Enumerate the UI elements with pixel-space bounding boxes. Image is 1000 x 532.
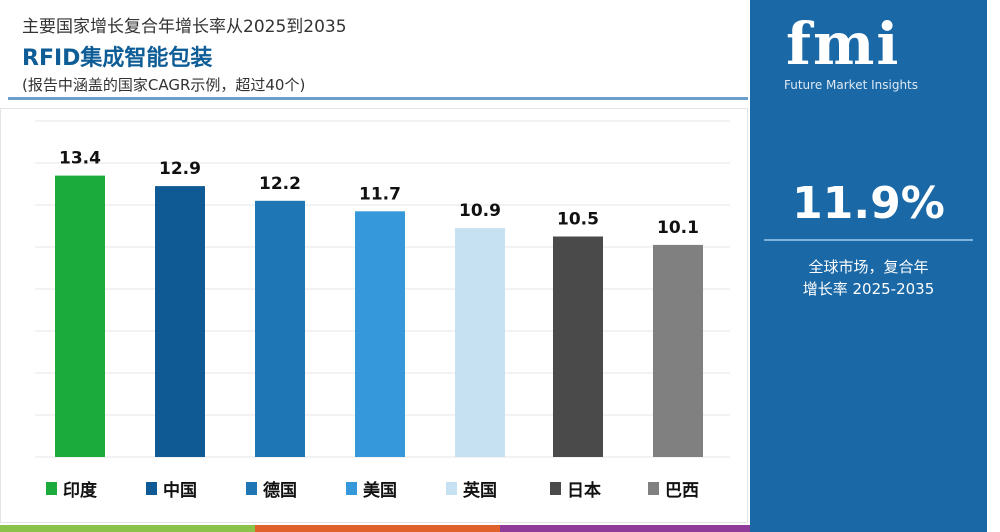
- data-label: 11.7: [359, 184, 401, 204]
- stripe-orange: [255, 525, 500, 532]
- legend-swatch: [550, 482, 561, 495]
- label-line-1: 全球市场，复合年: [808, 258, 929, 276]
- legend-item: 印度: [46, 476, 97, 501]
- data-label: 13.4: [59, 149, 101, 169]
- legend: 印度 中国 德国 美国 英国 日本 巴西: [0, 476, 750, 504]
- data-label: 10.1: [657, 218, 699, 238]
- bar-chart: 13.4 12.9 12.2 11.7 10.9 10.5 10.1: [35, 120, 730, 458]
- legend-swatch: [648, 482, 659, 495]
- legend-item: 德国: [246, 476, 297, 501]
- legend-item: 日本: [550, 476, 601, 501]
- legend-swatch: [346, 482, 357, 495]
- legend-label: 德国: [263, 481, 297, 501]
- legend-label: 印度: [63, 481, 97, 501]
- data-label: 12.2: [259, 174, 301, 194]
- stripe-green: [0, 525, 255, 532]
- legend-swatch: [46, 482, 57, 495]
- summary-panel: fmi Future Market Insights 11.9% 全球市场，复合…: [750, 0, 987, 532]
- legend-swatch: [246, 482, 257, 495]
- chart-title: RFID集成智能包装: [22, 46, 213, 71]
- bar-2: [255, 200, 305, 458]
- legend-item: 英国: [446, 476, 497, 501]
- bar-0: [55, 175, 105, 457]
- fmi-logo: fmi: [786, 10, 901, 78]
- global-cagr-label: 全球市场，复合年 增长率 2025-2035: [750, 256, 987, 300]
- label-line-2: 增长率 2025-2035: [802, 280, 935, 298]
- chart-subtitle: (报告中涵盖的国家CAGR示例，超过40个): [22, 76, 306, 94]
- legend-swatch: [446, 482, 457, 495]
- legend-item: 巴西: [648, 476, 699, 501]
- data-label: 10.9: [459, 201, 501, 221]
- bar-5: [553, 236, 603, 457]
- legend-label: 巴西: [665, 481, 699, 501]
- legend-item: 中国: [146, 476, 197, 501]
- bar-1: [155, 186, 205, 457]
- legend-item: 美国: [346, 476, 397, 501]
- data-label: 12.9: [159, 159, 201, 179]
- legend-label: 日本: [567, 481, 601, 501]
- chart-supertitle: 主要国家增长复合年增长率从2025到2035: [22, 17, 347, 37]
- data-label: 10.5: [557, 210, 599, 230]
- legend-label: 中国: [163, 481, 197, 501]
- bar-3: [355, 211, 405, 457]
- bar-4: [455, 228, 505, 457]
- global-cagr-value: 11.9%: [792, 178, 945, 229]
- logo-subtitle: Future Market Insights: [784, 78, 919, 92]
- legend-label: 美国: [363, 481, 397, 501]
- panel-divider: [764, 239, 973, 241]
- header-divider: [8, 97, 748, 100]
- legend-swatch: [146, 482, 157, 495]
- bar-6: [653, 244, 703, 457]
- legend-label: 英国: [463, 481, 497, 501]
- stripe-purple: [500, 525, 750, 532]
